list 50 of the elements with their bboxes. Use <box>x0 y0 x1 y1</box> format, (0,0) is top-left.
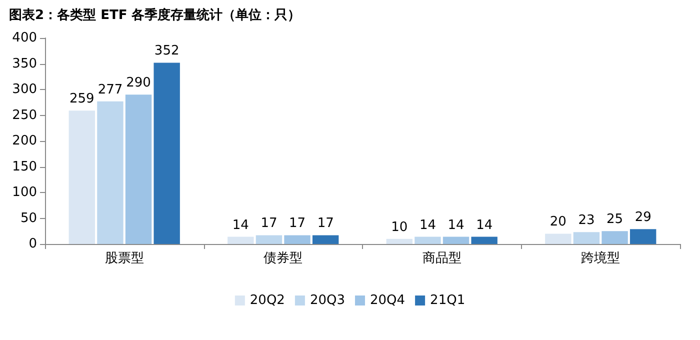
bar <box>573 232 600 244</box>
bar <box>125 94 152 244</box>
bar <box>630 229 656 244</box>
bar <box>386 238 413 244</box>
y-tick-label: 50 <box>20 210 37 226</box>
data-label: 25 <box>606 212 624 228</box>
bar <box>471 236 498 244</box>
y-tick-label: 150 <box>12 159 37 174</box>
data-label: 352 <box>154 44 180 59</box>
data-label: 23 <box>578 213 595 228</box>
y-tick-label: 400 <box>12 30 37 46</box>
y-tick-label: 250 <box>12 108 37 123</box>
legend-label: 21Q1 <box>430 293 466 308</box>
bar <box>228 236 254 244</box>
bar <box>602 231 628 244</box>
legend-label: 20Q4 <box>370 293 406 308</box>
y-tick-label: 200 <box>12 134 37 148</box>
x-tick-label: 股票型 <box>104 251 144 266</box>
bar <box>312 235 339 244</box>
data-label: 290 <box>126 76 151 91</box>
bar <box>414 236 441 244</box>
data-label: 14 <box>232 218 249 233</box>
data-label: 17 <box>317 216 334 232</box>
x-tick-label: 跨境型 <box>581 250 620 266</box>
bar <box>154 62 180 244</box>
y-tick-label: 100 <box>12 185 37 200</box>
bar <box>442 236 470 244</box>
data-label: 277 <box>98 82 123 98</box>
bar <box>284 235 310 244</box>
y-tick-label: 300 <box>12 82 37 97</box>
bar <box>68 110 96 244</box>
data-label: 14 <box>419 218 436 233</box>
y-tick-label: 0 <box>28 236 37 252</box>
data-label: 17 <box>260 216 278 232</box>
x-tick-label: 债券型 <box>264 251 303 266</box>
legend-label: 20Q3 <box>310 293 345 308</box>
bar <box>256 235 282 244</box>
data-label: 259 <box>70 92 94 107</box>
bar <box>545 234 572 244</box>
data-label: 14 <box>448 218 464 233</box>
legend-label: 20Q2 <box>250 293 285 308</box>
x-tick-label: 商品型 <box>422 251 462 266</box>
data-label: 10 <box>391 220 408 235</box>
data-label: 17 <box>289 216 306 232</box>
chart-title: 图表2：各类型 ETF 各季度存量统计（单位：只） <box>9 7 301 23</box>
data-label: 14 <box>476 218 493 233</box>
data-label: 20 <box>550 214 566 230</box>
data-label: 29 <box>634 210 652 226</box>
bar <box>97 101 124 244</box>
y-tick-label: 350 <box>12 56 37 72</box>
